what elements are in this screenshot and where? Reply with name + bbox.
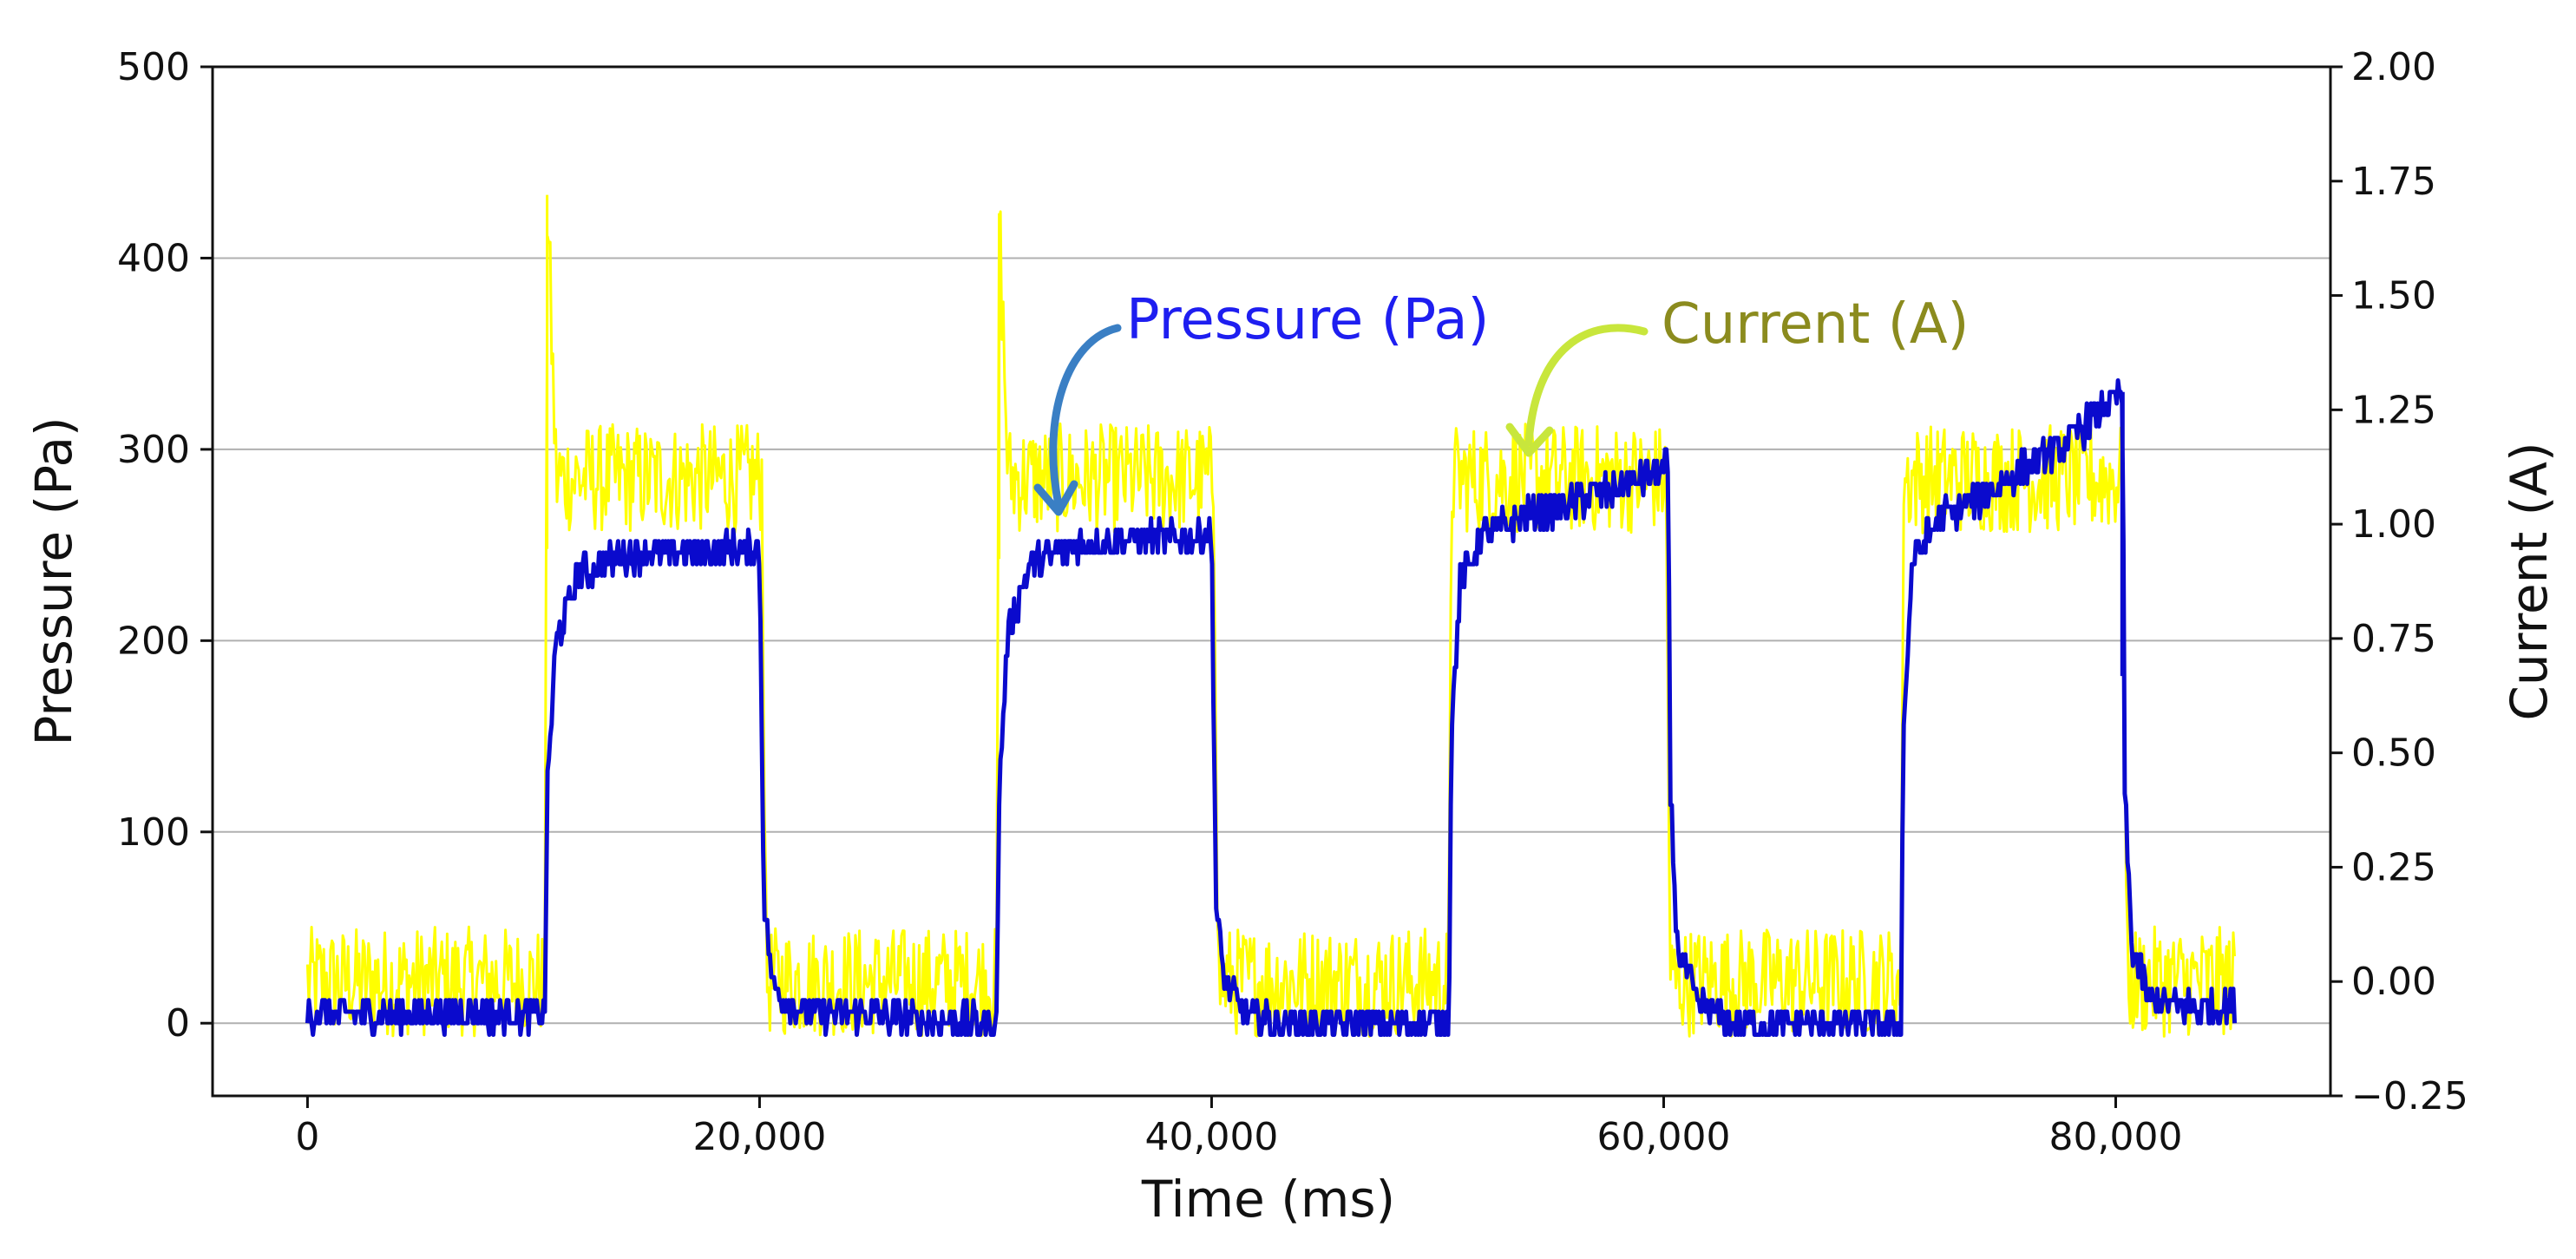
pressure-annotation-label: Pressure (Pa) bbox=[1126, 288, 1490, 352]
current-annotation-arrow bbox=[1524, 324, 1649, 447]
axis-ticks: 0 20,000 40,000 60,000 80,000 0 100 200 300 400 50… bbox=[117, 45, 2468, 1159]
y-left-tick-label: 200 bbox=[117, 619, 190, 663]
y-right-tick-label: 2.00 bbox=[2351, 45, 2436, 89]
y-left-tick-label: 400 bbox=[117, 236, 190, 280]
y-right-tick-label: 0.75 bbox=[2351, 617, 2436, 661]
y-right-tick-label: 0.50 bbox=[2351, 731, 2436, 776]
x-tick-label: 0 bbox=[295, 1115, 319, 1159]
y-left-tick-label: 300 bbox=[117, 428, 190, 472]
plot-area-frame bbox=[211, 65, 2332, 1098]
y-right-tick-label: 1.50 bbox=[2351, 274, 2436, 318]
gridlines bbox=[213, 257, 2330, 1025]
y-left-tick-label: 500 bbox=[117, 45, 190, 89]
pressure-annotation-arrowhead bbox=[1033, 480, 1078, 516]
y-axis-right-title: Current (A) bbox=[2500, 442, 2559, 720]
x-axis-title: Time (ms) bbox=[1141, 1170, 1395, 1229]
y-right-tick-label: 1.25 bbox=[2351, 388, 2436, 432]
y-left-tick-label: 100 bbox=[117, 810, 190, 855]
y-right-tick-label: 1.00 bbox=[2351, 502, 2436, 547]
current-annotation-arrowhead bbox=[1505, 423, 1554, 457]
current-annotation-label: Current (A) bbox=[1662, 292, 1969, 357]
y-right-tick-label: −0.25 bbox=[2351, 1074, 2468, 1118]
series-pressure bbox=[305, 378, 2237, 1037]
x-tick-label: 40,000 bbox=[1144, 1115, 1278, 1159]
pressure-annotation-arrow bbox=[1049, 324, 1122, 509]
x-tick-label: 60,000 bbox=[1597, 1115, 1731, 1159]
y-right-tick-label: 0.25 bbox=[2351, 845, 2436, 889]
y-left-tick-label: 0 bbox=[166, 1001, 190, 1046]
x-tick-label: 80,000 bbox=[2049, 1115, 2183, 1159]
x-tick-label: 20,000 bbox=[692, 1115, 826, 1159]
y-right-tick-label: 0.00 bbox=[2351, 960, 2436, 1004]
series-current bbox=[305, 194, 2236, 1038]
series-line-pressure-pa bbox=[305, 378, 2237, 1037]
series-line-current-a bbox=[305, 194, 2236, 1038]
y-right-tick-label: 1.75 bbox=[2351, 160, 2436, 204]
y-axis-left-title: Pressure (Pa) bbox=[24, 416, 83, 745]
